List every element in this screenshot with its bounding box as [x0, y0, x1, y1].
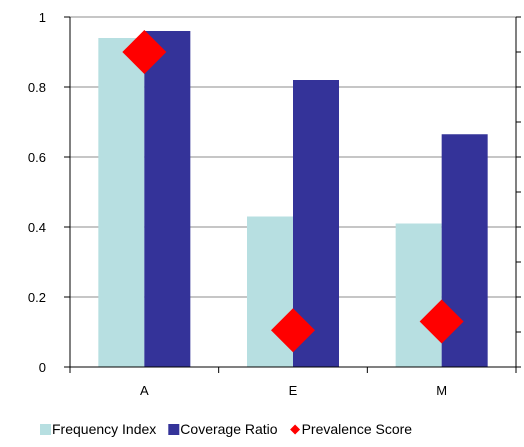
- marker-prevalence-score: [419, 299, 464, 344]
- marker-prevalence-score: [122, 30, 167, 74]
- y-tick-label: 0.2: [28, 290, 46, 305]
- bar-frequency-index: [98, 38, 145, 367]
- bar-frequency-index: [395, 223, 442, 367]
- legend-swatch: [290, 424, 301, 435]
- y-tick-label: 1: [39, 10, 46, 25]
- legend-label: Frequency Index: [52, 421, 156, 437]
- y-tick-label: 0.6: [28, 150, 46, 165]
- bar-coverage-ratio: [144, 31, 191, 367]
- legend-label: Coverage Ratio: [180, 421, 277, 437]
- y-tick-label: 0.4: [28, 220, 46, 235]
- x-tick-label: M: [436, 383, 447, 398]
- y-tick-label: 0: [39, 360, 46, 375]
- marker-prevalence-score: [271, 308, 315, 353]
- x-tick-label: E: [289, 383, 298, 398]
- y-tick-label: 0.8: [28, 80, 46, 95]
- legend-swatch: [40, 424, 51, 435]
- legend-swatch: [168, 424, 180, 435]
- x-tick-label: A: [140, 383, 149, 398]
- legend-label: Prevalence Score: [302, 421, 413, 437]
